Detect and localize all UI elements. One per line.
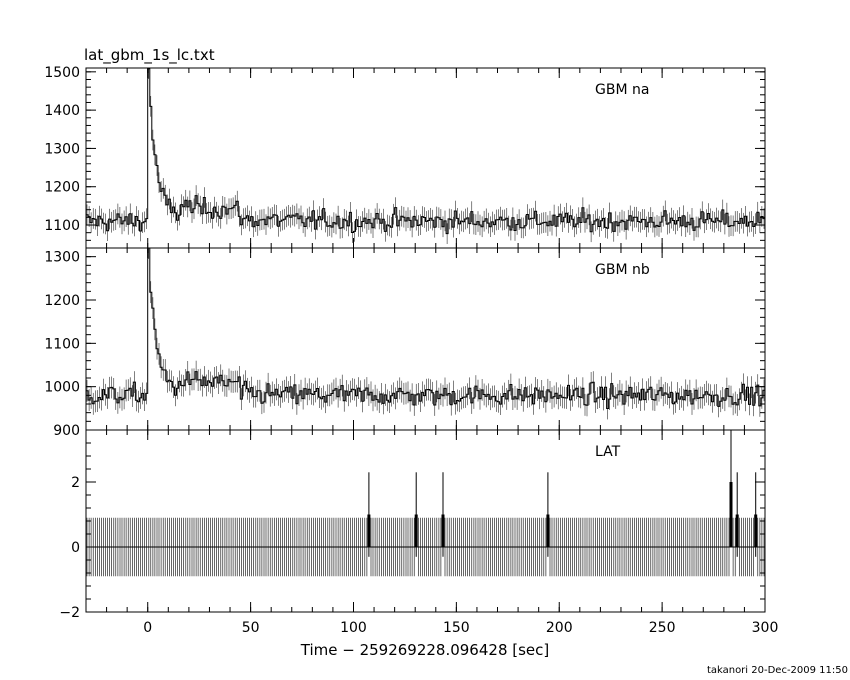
x-axis-ticks: 0 50 100 150 200 250 300	[143, 620, 778, 636]
x-tick-label: 50	[242, 620, 260, 636]
x-tick-label: 150	[443, 620, 470, 636]
data-layer	[86, 248, 765, 420]
x-axis-label: Time − 259269228.096428 [sec]	[300, 641, 550, 659]
y-tick-label: 1000	[44, 380, 80, 396]
y-tick-label: 1400	[44, 103, 80, 119]
x-tick-label: 250	[649, 620, 676, 636]
x-tick-label: 0	[143, 620, 152, 636]
y-tick-label: 1300	[44, 250, 80, 266]
figure-title: lat_gbm_1s_lc.txt	[84, 46, 215, 65]
lightcurve-line	[86, 68, 765, 235]
event-bar	[546, 514, 550, 547]
y-tick-label: 2	[71, 475, 80, 491]
event-bar	[735, 514, 739, 547]
panel-gbm-na: 1100 1200 1300 1400 1500 GBM na	[44, 65, 766, 249]
y-tick-label: 900	[53, 423, 80, 439]
event-bar	[367, 514, 371, 547]
y-tick-label: 1100	[44, 218, 80, 234]
panel-lat: −2 0 2 LAT	[59, 429, 766, 621]
lightcurve-line	[86, 248, 765, 409]
event-bar	[441, 514, 445, 547]
y-tick-label: −2	[59, 605, 80, 621]
footer-stamp: takanori 20-Dec-2009 11:50	[707, 665, 848, 676]
series-label: LAT	[595, 444, 621, 460]
data-layer	[86, 430, 765, 577]
x-tick-label: 300	[752, 620, 779, 636]
event-bar	[729, 482, 733, 547]
y-tick-label: 1200	[44, 293, 80, 309]
panel-gbm-nb: 900 1000 1100 1200 1300 GBM nb	[44, 247, 766, 439]
series-label: GBM na	[595, 82, 649, 98]
y-tick-label: 1500	[44, 65, 80, 81]
event-bar	[754, 514, 758, 547]
series-label: GBM nb	[595, 262, 650, 278]
y-tick-label: 0	[71, 540, 80, 556]
event-bar	[414, 514, 418, 547]
y-tick-label: 1100	[44, 336, 80, 352]
y-tick-label: 1300	[44, 141, 80, 157]
y-tick-label: 1200	[44, 180, 80, 196]
data-layer	[86, 68, 765, 244]
x-tick-label: 100	[340, 620, 367, 636]
x-tick-label: 200	[546, 620, 573, 636]
